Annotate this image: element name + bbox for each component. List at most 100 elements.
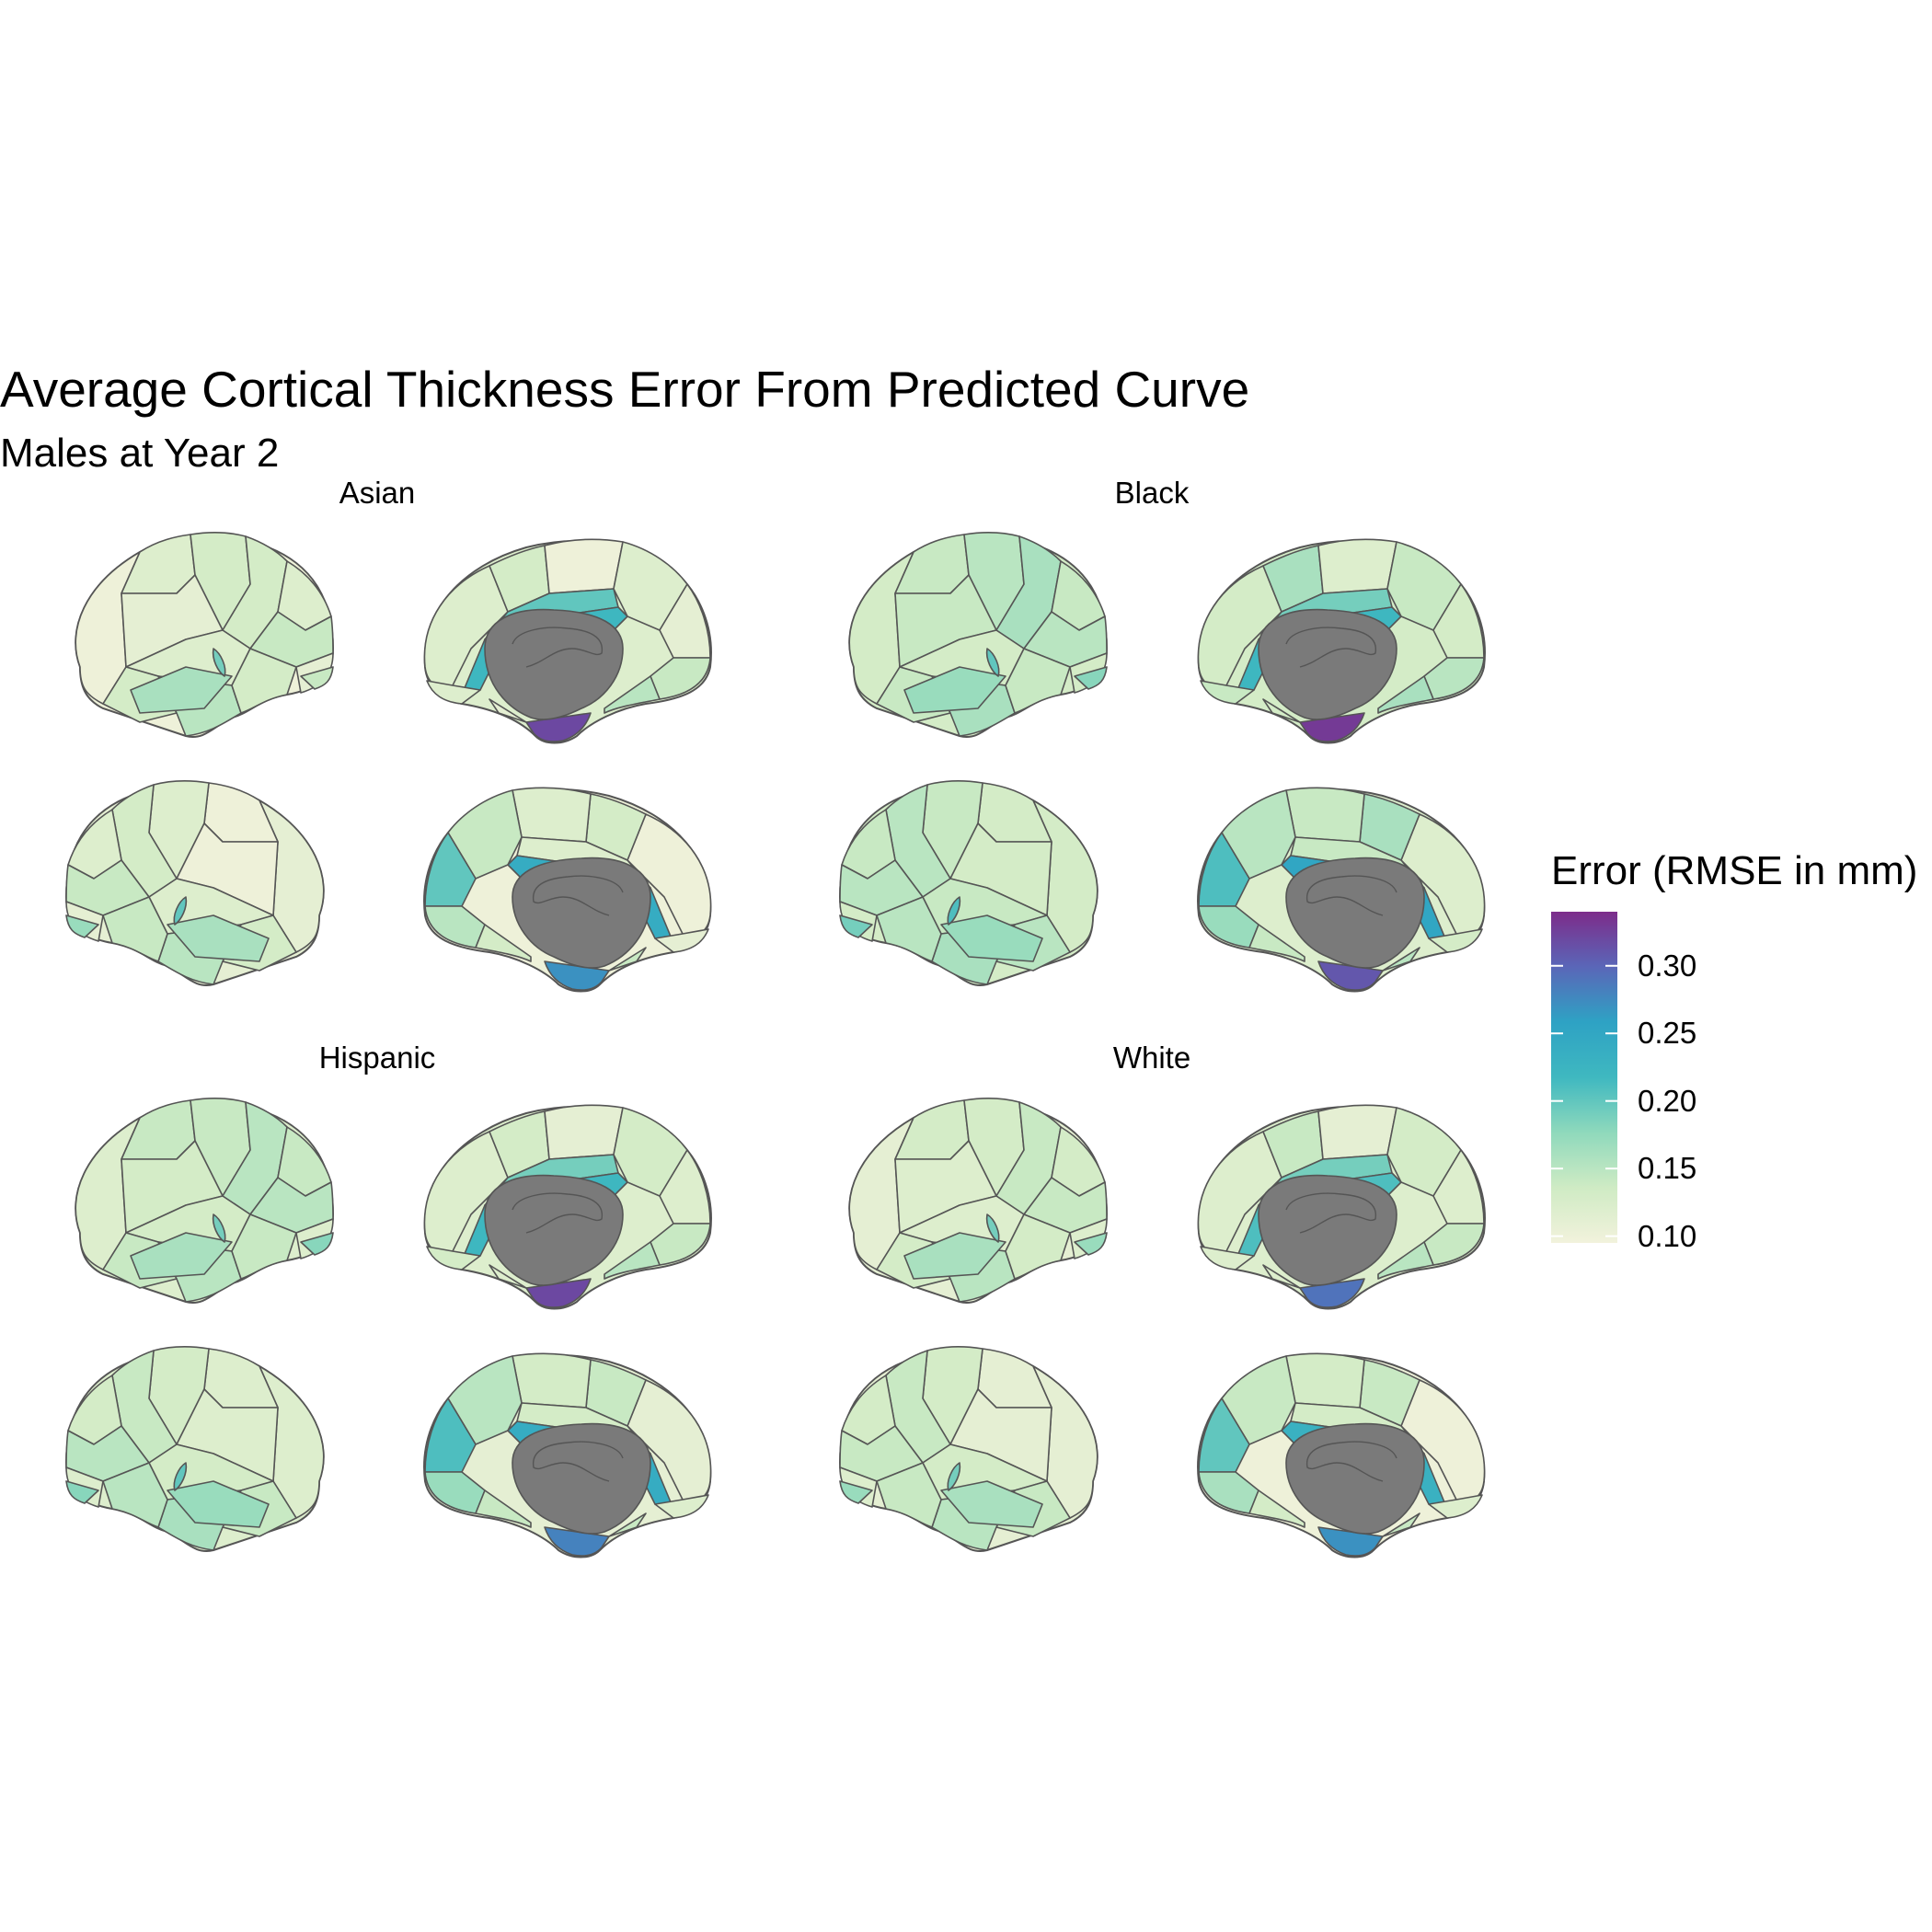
brain-black-lateral-right [838, 780, 1098, 986]
brain-medial-right-region [475, 1489, 532, 1528]
brain-medial-left-medial-wall-contour [1285, 1192, 1376, 1234]
brain-lateral-right-region [102, 896, 168, 962]
brain-lateral-left-region [212, 648, 226, 677]
brain-medial-right-region [475, 924, 532, 962]
brain-lateral-left-region [985, 648, 1000, 677]
legend-tick-label: 0.30 [1638, 948, 1697, 983]
brain-lateral-left-region [1074, 666, 1108, 690]
brain-lateral-left-region [985, 1213, 1000, 1243]
brain-medial-right-region [654, 1494, 709, 1519]
brain-lateral-right-region [876, 896, 942, 962]
brain-medial-right-medial-wall-contour [1306, 875, 1397, 916]
brain-lateral-left [75, 532, 335, 738]
brain-lateral-right [838, 780, 1098, 986]
brain-medial-left-region [544, 1104, 624, 1160]
brain-medial-left [1197, 1104, 1486, 1310]
legend-tick-label: 0.10 [1638, 1218, 1697, 1253]
brain-lateral-right-region [167, 1480, 270, 1528]
brain-lateral-right-region [173, 896, 188, 926]
brain-asian-lateral-left [75, 532, 335, 738]
brain-medial-right-region [1285, 1352, 1365, 1409]
brain-lateral-left-region [212, 1213, 226, 1243]
brain-medial-right [423, 787, 712, 993]
brain-hispanic-lateral-left [75, 1098, 335, 1304]
brain-medial-left-region [544, 538, 624, 594]
brain-medial-right-medial-wall [1285, 857, 1425, 969]
brain-medial-right-region [1221, 1355, 1296, 1445]
facet-label-asian: Asian [339, 476, 416, 510]
brain-lateral-left-region [231, 1213, 297, 1280]
legend-tick-label: 0.15 [1638, 1151, 1697, 1186]
brain-lateral-right-region [167, 914, 270, 962]
brain-lateral-left-region [300, 666, 334, 690]
brain-medial-right-region [1382, 947, 1420, 972]
brain-lateral-right-region [947, 896, 961, 926]
brain-medial-right-region [608, 1512, 647, 1537]
brain-medial-left-medial-wall-contour [1285, 627, 1376, 668]
brain-lateral-right-region [947, 1462, 961, 1491]
brain-medial-left-region [489, 698, 527, 723]
chart-subtitle: Males at Year 2 [0, 431, 280, 476]
brain-white-medial-left [1197, 1104, 1486, 1310]
brain-lateral-left-region [1005, 648, 1071, 714]
brain-asian-medial-left [423, 538, 712, 744]
brain-medial-left [423, 1104, 712, 1310]
brain-medial-right-region [1248, 924, 1305, 962]
brain-medial-left-region [1377, 1241, 1434, 1280]
legend-tick-label: 0.25 [1638, 1016, 1697, 1051]
brain-lateral-left [75, 1098, 335, 1304]
brain-lateral-left-region [903, 1232, 1006, 1280]
chart-title: Average Cortical Thickness Error From Pr… [0, 361, 1250, 418]
brain-asian-medial-right [423, 787, 712, 993]
brain-lateral-left-region [231, 648, 297, 714]
brain-medial-left-region [1377, 675, 1434, 714]
brain-white-medial-right [1197, 1352, 1486, 1558]
brain-medial-left-region [1200, 1246, 1255, 1271]
brain-medial-right-region [1285, 787, 1365, 843]
brain-medial-left-medial-wall [484, 1174, 624, 1286]
brain-black-medial-right [1197, 787, 1486, 993]
brain-hispanic-medial-right [423, 1352, 712, 1558]
brain-medial-left-medial-wall-contour [512, 627, 603, 668]
brain-medial-right-region [512, 787, 592, 843]
brain-lateral-left [848, 532, 1109, 738]
legend-colorbar [1551, 912, 1617, 1243]
brain-medial-left-region [613, 541, 688, 631]
brain-black-medial-left [1197, 538, 1486, 744]
brain-lateral-left-region [300, 1232, 334, 1256]
brain-asian-lateral-right [64, 780, 325, 986]
brain-medial-right [1197, 1352, 1486, 1558]
brain-medial-left-medial-wall-contour [512, 1192, 603, 1234]
brain-medial-right-region [512, 1352, 592, 1409]
brain-lateral-right-region [839, 1480, 873, 1504]
brain-lateral-right-region [839, 914, 873, 938]
brain-medial-right-region [608, 947, 647, 972]
brain-medial-left-medial-wall [484, 608, 624, 720]
brain-lateral-right-region [65, 914, 99, 938]
brain-medial-left-region [426, 680, 481, 705]
brain-medial-left-region [1200, 680, 1255, 705]
facet-label-black: Black [1114, 476, 1190, 510]
brain-lateral-right-region [102, 1462, 168, 1528]
brain-medial-right-region [1248, 1489, 1305, 1528]
brain-medial-left-region [604, 1241, 661, 1280]
brain-medial-left-medial-wall [1258, 608, 1397, 720]
brain-medial-right-region [654, 928, 709, 953]
brain-medial-right [423, 1352, 712, 1558]
brain-medial-left-region [1386, 1107, 1462, 1197]
brain-medial-right-medial-wall [512, 857, 651, 969]
brain-medial-right [1197, 787, 1486, 993]
brain-medial-left-region [1262, 1264, 1301, 1289]
brain-lateral-left-region [130, 666, 233, 714]
brain-black-lateral-left [848, 532, 1109, 738]
facet-label-white: White [1112, 1041, 1191, 1075]
brain-lateral-left [848, 1098, 1109, 1304]
brain-lateral-right [64, 780, 325, 986]
brain-lateral-left-region [130, 1232, 233, 1280]
brain-medial-left [1197, 538, 1486, 744]
brain-medial-right-medial-wall-contour [533, 1441, 624, 1482]
brain-medial-left-region [1386, 541, 1462, 631]
brain-medial-left-region [1262, 698, 1301, 723]
brain-hispanic-lateral-right [64, 1346, 325, 1552]
brain-medial-right-region [1428, 928, 1483, 953]
